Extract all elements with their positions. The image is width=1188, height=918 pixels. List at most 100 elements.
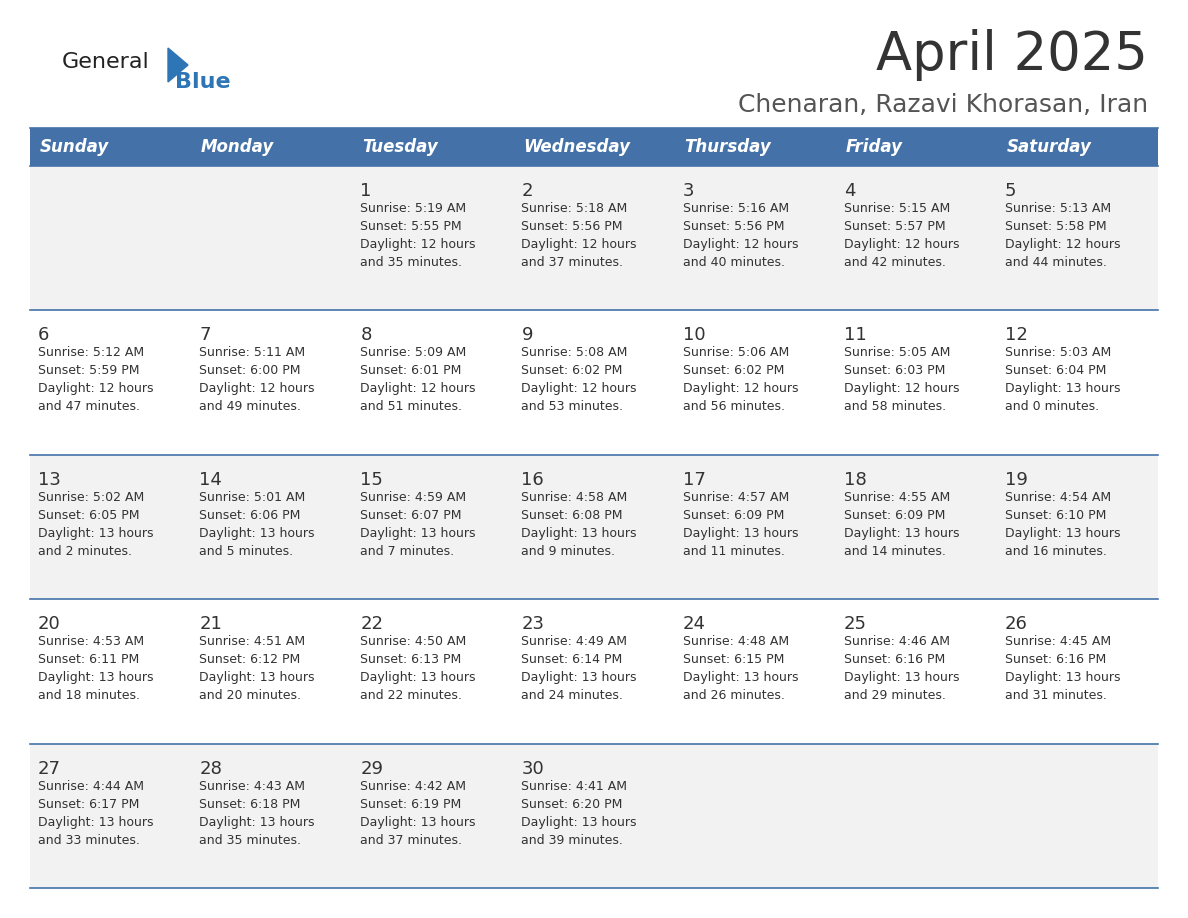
Text: 23: 23 xyxy=(522,615,544,633)
Text: Sunset: 6:14 PM: Sunset: 6:14 PM xyxy=(522,654,623,666)
Text: Daylight: 13 hours: Daylight: 13 hours xyxy=(360,815,475,829)
Text: Sunrise: 5:01 AM: Sunrise: 5:01 AM xyxy=(200,491,305,504)
Text: Sunrise: 5:12 AM: Sunrise: 5:12 AM xyxy=(38,346,144,360)
Text: Sunday: Sunday xyxy=(40,138,109,156)
Text: Sunset: 6:06 PM: Sunset: 6:06 PM xyxy=(200,509,301,521)
Text: and 37 minutes.: and 37 minutes. xyxy=(360,834,462,846)
Text: Sunset: 6:00 PM: Sunset: 6:00 PM xyxy=(200,364,301,377)
Text: Daylight: 13 hours: Daylight: 13 hours xyxy=(200,527,315,540)
Text: Sunrise: 4:50 AM: Sunrise: 4:50 AM xyxy=(360,635,467,648)
Text: Wednesday: Wednesday xyxy=(524,138,631,156)
Text: Daylight: 12 hours: Daylight: 12 hours xyxy=(360,238,475,251)
Text: 20: 20 xyxy=(38,615,61,633)
Text: Daylight: 13 hours: Daylight: 13 hours xyxy=(683,527,798,540)
Text: 8: 8 xyxy=(360,327,372,344)
Text: Sunset: 5:58 PM: Sunset: 5:58 PM xyxy=(1005,220,1106,233)
FancyBboxPatch shape xyxy=(353,128,513,166)
Text: 27: 27 xyxy=(38,759,61,778)
Text: Chenaran, Razavi Khorasan, Iran: Chenaran, Razavi Khorasan, Iran xyxy=(738,93,1148,117)
Text: Daylight: 13 hours: Daylight: 13 hours xyxy=(38,527,153,540)
Text: Sunrise: 4:42 AM: Sunrise: 4:42 AM xyxy=(360,779,466,792)
Text: and 49 minutes.: and 49 minutes. xyxy=(200,400,301,413)
Text: and 14 minutes.: and 14 minutes. xyxy=(843,544,946,558)
Text: and 42 minutes.: and 42 minutes. xyxy=(843,256,946,269)
Text: and 18 minutes.: and 18 minutes. xyxy=(38,689,140,702)
Text: Sunset: 5:57 PM: Sunset: 5:57 PM xyxy=(843,220,946,233)
Text: Sunrise: 5:05 AM: Sunrise: 5:05 AM xyxy=(843,346,950,360)
Text: Sunrise: 4:46 AM: Sunrise: 4:46 AM xyxy=(843,635,949,648)
Text: 6: 6 xyxy=(38,327,50,344)
Text: Daylight: 12 hours: Daylight: 12 hours xyxy=(843,238,959,251)
Text: Sunrise: 4:48 AM: Sunrise: 4:48 AM xyxy=(683,635,789,648)
Text: and 11 minutes.: and 11 minutes. xyxy=(683,544,784,558)
Text: 21: 21 xyxy=(200,615,222,633)
Text: Sunrise: 5:03 AM: Sunrise: 5:03 AM xyxy=(1005,346,1111,360)
Text: Saturday: Saturday xyxy=(1007,138,1092,156)
Text: Sunset: 6:10 PM: Sunset: 6:10 PM xyxy=(1005,509,1106,521)
Text: and 35 minutes.: and 35 minutes. xyxy=(360,256,462,269)
Text: 1: 1 xyxy=(360,182,372,200)
Text: 28: 28 xyxy=(200,759,222,778)
Text: and 39 minutes.: and 39 minutes. xyxy=(522,834,624,846)
Text: Sunrise: 5:19 AM: Sunrise: 5:19 AM xyxy=(360,202,467,215)
Text: 26: 26 xyxy=(1005,615,1028,633)
Text: Daylight: 13 hours: Daylight: 13 hours xyxy=(200,671,315,684)
Text: Daylight: 13 hours: Daylight: 13 hours xyxy=(1005,527,1120,540)
Text: and 22 minutes.: and 22 minutes. xyxy=(360,689,462,702)
Text: Sunrise: 5:11 AM: Sunrise: 5:11 AM xyxy=(200,346,305,360)
Text: 17: 17 xyxy=(683,471,706,488)
Text: Tuesday: Tuesday xyxy=(362,138,438,156)
Text: Daylight: 12 hours: Daylight: 12 hours xyxy=(522,238,637,251)
Text: and 2 minutes.: and 2 minutes. xyxy=(38,544,132,558)
Text: and 0 minutes.: and 0 minutes. xyxy=(1005,400,1099,413)
Text: Sunrise: 4:55 AM: Sunrise: 4:55 AM xyxy=(843,491,950,504)
Text: Sunset: 5:56 PM: Sunset: 5:56 PM xyxy=(522,220,623,233)
Text: Sunset: 6:04 PM: Sunset: 6:04 PM xyxy=(1005,364,1106,377)
Text: Sunset: 6:07 PM: Sunset: 6:07 PM xyxy=(360,509,462,521)
Text: and 5 minutes.: and 5 minutes. xyxy=(200,544,293,558)
Text: and 9 minutes.: and 9 minutes. xyxy=(522,544,615,558)
Text: 15: 15 xyxy=(360,471,384,488)
Text: Sunset: 6:02 PM: Sunset: 6:02 PM xyxy=(683,364,784,377)
Text: and 44 minutes.: and 44 minutes. xyxy=(1005,256,1107,269)
Text: Daylight: 13 hours: Daylight: 13 hours xyxy=(843,527,959,540)
Polygon shape xyxy=(168,48,188,82)
Text: April 2025: April 2025 xyxy=(876,29,1148,81)
Text: 3: 3 xyxy=(683,182,694,200)
Text: Monday: Monday xyxy=(201,138,274,156)
Text: Sunset: 5:55 PM: Sunset: 5:55 PM xyxy=(360,220,462,233)
FancyBboxPatch shape xyxy=(675,128,835,166)
Text: Sunrise: 4:54 AM: Sunrise: 4:54 AM xyxy=(1005,491,1111,504)
Text: Daylight: 13 hours: Daylight: 13 hours xyxy=(843,671,959,684)
Text: Sunrise: 4:49 AM: Sunrise: 4:49 AM xyxy=(522,635,627,648)
Text: Sunrise: 4:53 AM: Sunrise: 4:53 AM xyxy=(38,635,144,648)
Text: and 53 minutes.: and 53 minutes. xyxy=(522,400,624,413)
FancyBboxPatch shape xyxy=(30,128,191,166)
Text: Sunset: 6:16 PM: Sunset: 6:16 PM xyxy=(843,654,944,666)
Text: Daylight: 13 hours: Daylight: 13 hours xyxy=(522,527,637,540)
Text: Sunset: 6:09 PM: Sunset: 6:09 PM xyxy=(683,509,784,521)
Text: Sunrise: 4:44 AM: Sunrise: 4:44 AM xyxy=(38,779,144,792)
Text: 5: 5 xyxy=(1005,182,1017,200)
Text: Sunset: 6:03 PM: Sunset: 6:03 PM xyxy=(843,364,946,377)
Text: 24: 24 xyxy=(683,615,706,633)
Text: Sunset: 6:20 PM: Sunset: 6:20 PM xyxy=(522,798,623,811)
FancyBboxPatch shape xyxy=(30,744,1158,888)
Text: Sunrise: 4:57 AM: Sunrise: 4:57 AM xyxy=(683,491,789,504)
FancyBboxPatch shape xyxy=(30,454,1158,599)
FancyBboxPatch shape xyxy=(30,166,1158,310)
Text: 2: 2 xyxy=(522,182,533,200)
Text: Sunrise: 5:15 AM: Sunrise: 5:15 AM xyxy=(843,202,950,215)
Text: Daylight: 12 hours: Daylight: 12 hours xyxy=(1005,238,1120,251)
Text: Sunset: 6:11 PM: Sunset: 6:11 PM xyxy=(38,654,139,666)
Text: Sunset: 6:17 PM: Sunset: 6:17 PM xyxy=(38,798,139,811)
Text: Daylight: 13 hours: Daylight: 13 hours xyxy=(522,671,637,684)
Text: 29: 29 xyxy=(360,759,384,778)
Text: 11: 11 xyxy=(843,327,866,344)
Text: Daylight: 12 hours: Daylight: 12 hours xyxy=(522,383,637,396)
Text: Sunset: 6:15 PM: Sunset: 6:15 PM xyxy=(683,654,784,666)
Text: Sunset: 5:59 PM: Sunset: 5:59 PM xyxy=(38,364,139,377)
Text: Sunrise: 5:18 AM: Sunrise: 5:18 AM xyxy=(522,202,627,215)
Text: and 31 minutes.: and 31 minutes. xyxy=(1005,689,1107,702)
Text: 12: 12 xyxy=(1005,327,1028,344)
